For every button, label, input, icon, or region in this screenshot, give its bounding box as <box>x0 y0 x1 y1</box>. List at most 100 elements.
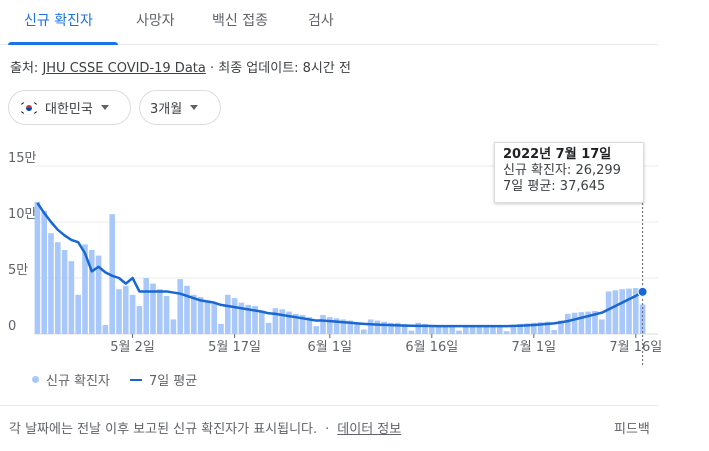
y-tick-label: 5만 <box>8 263 28 278</box>
y-tick-label: 10만 <box>8 207 37 222</box>
tooltip-new-cases: 신규 확진자: 26,299 <box>503 163 621 178</box>
source-link[interactable]: JHU CSSE COVID-19 Data <box>42 61 206 76</box>
data-info-link[interactable]: 데이터 정보 <box>337 422 402 437</box>
active-tab-indicator <box>8 42 118 45</box>
cases-chart: 0 5만 10만 15만 5월 2일 5월 17일 6월 1일 6월 16일 7월 1일 7월 … <box>8 151 662 365</box>
average-line <box>36 202 644 328</box>
case-bar <box>463 325 469 334</box>
case-bar <box>320 314 326 334</box>
case-bar <box>82 244 88 334</box>
country-dropdown[interactable]: 대한민국 <box>8 90 131 125</box>
case-bar <box>286 311 292 334</box>
case-bar <box>503 331 510 334</box>
x-tick-label: 7월 16일 <box>609 340 662 355</box>
hover-marker <box>637 203 648 365</box>
bar-legend-swatch <box>32 376 39 383</box>
x-tick-label: 6월 16일 <box>405 340 458 355</box>
case-bar <box>565 313 571 334</box>
case-bar <box>612 290 619 334</box>
feedback-button[interactable]: 피드백 <box>614 422 650 437</box>
case-bar <box>265 322 272 334</box>
case-bar <box>204 300 211 334</box>
tab-bar: 신규 확진자 사망자 백신 접종 검사 <box>0 0 658 45</box>
case-bar <box>456 330 462 334</box>
case-bar <box>367 319 374 334</box>
case-bar <box>551 330 557 334</box>
chevron-down-icon <box>100 105 109 110</box>
case-bar <box>435 325 442 334</box>
hover-point <box>637 286 648 297</box>
case-bar <box>102 325 109 334</box>
range-dropdown[interactable]: 3개월 <box>139 90 221 125</box>
case-bar <box>497 327 503 334</box>
case-bar <box>333 318 340 334</box>
case-bar <box>279 309 285 334</box>
legend-average: 7일 평균 <box>148 374 198 389</box>
case-bar <box>388 322 394 334</box>
x-tick-label: 5월 17일 <box>208 340 261 355</box>
case-bar <box>143 278 149 334</box>
tab-deaths[interactable]: 사망자 <box>136 13 175 29</box>
case-bar <box>41 210 47 334</box>
case-bar <box>476 326 483 334</box>
case-bar <box>184 285 190 334</box>
tab-tests[interactable]: 검사 <box>308 13 334 29</box>
case-bar <box>619 289 625 334</box>
legend-new-cases: 신규 확진자 <box>46 374 110 389</box>
case-bar <box>157 289 163 334</box>
case-bar <box>395 322 401 334</box>
x-axis-labels: 5월 2일 5월 17일 6월 1일 6월 16일 7월 1일 7월 16일 <box>110 334 662 355</box>
case-bar <box>170 319 177 334</box>
y-tick-label: 15만 <box>8 151 37 166</box>
case-bar <box>259 311 265 334</box>
chevron-down-icon <box>190 105 199 110</box>
case-bar <box>633 288 639 334</box>
case-bar <box>89 250 95 334</box>
case-bar <box>592 311 598 334</box>
bar-series <box>34 201 646 334</box>
case-bar <box>197 297 204 334</box>
case-bar <box>306 317 313 334</box>
case-bar <box>490 326 496 334</box>
case-bar <box>272 308 279 334</box>
case-bar <box>245 304 251 334</box>
case-bar <box>177 279 183 334</box>
case-bar <box>231 298 238 334</box>
tab-new-cases[interactable]: 신규 확진자 <box>24 13 93 29</box>
case-bar <box>361 329 367 334</box>
case-bar <box>109 214 115 334</box>
case-bar <box>401 323 408 334</box>
case-bar <box>211 303 217 334</box>
case-bar <box>61 250 68 334</box>
case-bar <box>626 288 632 334</box>
case-bar <box>524 323 530 334</box>
x-tick-label: 5월 2일 <box>110 340 155 355</box>
average-line-series <box>36 202 644 328</box>
case-bar <box>537 322 544 334</box>
case-bar <box>544 321 551 334</box>
case-bar <box>585 311 591 334</box>
footer-note: 각 날짜에는 전날 이후 보고된 신규 확진자가 표시됩니다. · 데이터 정보 <box>9 418 401 437</box>
case-bar <box>225 294 231 334</box>
case-bar <box>238 302 245 334</box>
case-bar <box>374 320 381 334</box>
case-bar <box>381 321 387 334</box>
tooltip-date: 2022년 7월 17일 <box>503 147 612 162</box>
y-tick-label: 0 <box>8 319 16 334</box>
case-bar <box>422 323 428 334</box>
last-updated: · 최종 업데이트: 8시간 전 <box>205 61 351 76</box>
case-bar <box>252 306 258 334</box>
tooltip-average: 7일 평균: 37,645 <box>503 179 606 194</box>
case-bar <box>34 201 41 334</box>
case-bar <box>48 233 54 334</box>
case-bar <box>218 323 224 334</box>
case-bar <box>75 294 81 334</box>
y-axis-labels: 0 5만 10만 15만 <box>8 151 37 334</box>
tab-vaccinations[interactable]: 백신 접종 <box>212 13 268 29</box>
case-bar <box>449 326 455 334</box>
case-bar <box>95 255 102 334</box>
chart-legend: 신규 확진자 7일 평균 <box>32 370 197 389</box>
footer-separator: · <box>325 422 330 437</box>
chart-tooltip: 2022년 7월 17일 신규 확진자: 26,299 7일 평균: 37,64… <box>494 142 644 203</box>
footer-text: 각 날짜에는 전날 이후 보고된 신규 확진자가 표시됩니다. <box>9 422 318 437</box>
